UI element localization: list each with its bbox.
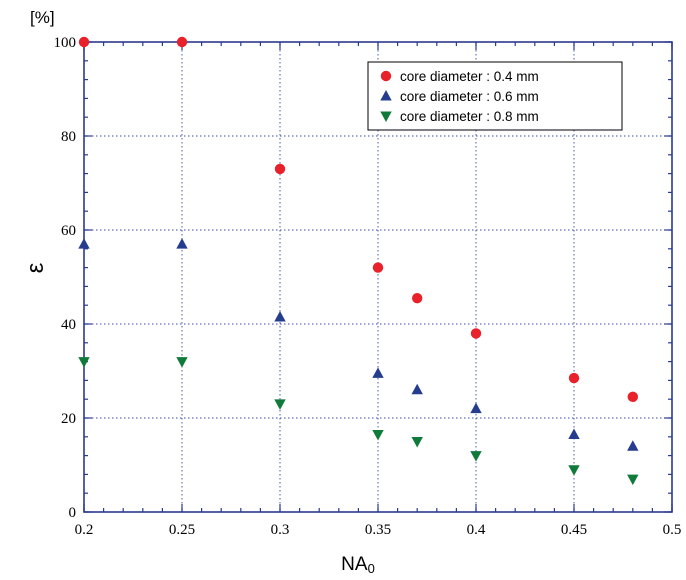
legend-marker-1 bbox=[380, 90, 392, 101]
data-point-series-0 bbox=[412, 292, 423, 304]
data-point-series-2 bbox=[78, 357, 90, 368]
y-unit-label: [%] bbox=[30, 8, 55, 27]
data-point-series-0 bbox=[372, 262, 384, 273]
y-tick-label: 80 bbox=[61, 129, 76, 145]
data-point-series-0 bbox=[627, 391, 638, 403]
legend-marker-2 bbox=[380, 111, 392, 122]
data-point-series-1 bbox=[627, 440, 639, 451]
data-point-series-2 bbox=[627, 474, 639, 486]
x-tick-label: 0.2 bbox=[75, 522, 94, 538]
y-tick-label: 0 bbox=[69, 505, 77, 521]
data-point-series-1 bbox=[78, 238, 90, 249]
data-point-series-0 bbox=[176, 36, 188, 48]
x-tick-label: 0.4 bbox=[467, 522, 486, 538]
x-tick-label: 0.45 bbox=[561, 522, 587, 538]
x-axis-title-main: NA bbox=[341, 554, 368, 575]
legend-marker-symbol bbox=[380, 70, 392, 82]
legend-marker-symbol bbox=[380, 90, 392, 101]
axis-ticks bbox=[83, 41, 673, 513]
data-point-series-2 bbox=[568, 465, 580, 476]
y-tick-label: 100 bbox=[54, 35, 77, 51]
x-tick-labels: 0.2 0.25 0.3 0.35 0.4 0.45 0.5 bbox=[75, 522, 682, 538]
x-tick-label: 0.35 bbox=[365, 522, 391, 538]
data-points bbox=[78, 36, 639, 486]
legend-label-2: core diameter : 0.8 mm bbox=[400, 109, 539, 124]
legend-box bbox=[367, 61, 623, 131]
legend: core diameter : 0.4 mm core diameter : 0… bbox=[367, 61, 623, 131]
data-point-series-0 bbox=[78, 36, 90, 48]
data-point-series-1 bbox=[372, 367, 384, 378]
x-tick-label: 0.5 bbox=[663, 522, 682, 538]
data-point-series-1 bbox=[274, 310, 286, 322]
data-point-series-2 bbox=[470, 451, 482, 462]
x-axis-title: NA0 bbox=[341, 554, 375, 576]
data-point-series-2 bbox=[411, 437, 423, 448]
data-point-series-0 bbox=[470, 328, 482, 339]
data-point-series-1 bbox=[568, 428, 580, 439]
x-axis-title-subscript: 0 bbox=[368, 561, 375, 576]
data-point-series-2 bbox=[176, 357, 188, 368]
legend-marker-symbol bbox=[380, 111, 392, 122]
data-point-series-1 bbox=[470, 402, 482, 414]
data-point-series-1 bbox=[176, 238, 188, 249]
legend-marker-0 bbox=[380, 70, 392, 82]
data-point-series-1 bbox=[411, 383, 423, 395]
data-point-series-2 bbox=[372, 429, 384, 441]
data-point-series-0 bbox=[274, 163, 286, 175]
legend-label-1: core diameter : 0.6 mm bbox=[400, 89, 539, 104]
y-axis-title: ε bbox=[22, 262, 49, 273]
y-tick-labels: 0 20 40 60 80 100 bbox=[54, 35, 77, 521]
x-tick-label: 0.25 bbox=[169, 522, 195, 538]
x-tick-label: 0.3 bbox=[271, 522, 290, 538]
data-point-series-2 bbox=[274, 399, 286, 410]
y-tick-label: 40 bbox=[61, 317, 76, 333]
y-tick-label: 60 bbox=[61, 223, 76, 239]
data-point-series-0 bbox=[568, 372, 580, 384]
legend-label-0: core diameter : 0.4 mm bbox=[400, 69, 539, 84]
y-tick-label: 20 bbox=[61, 411, 76, 427]
